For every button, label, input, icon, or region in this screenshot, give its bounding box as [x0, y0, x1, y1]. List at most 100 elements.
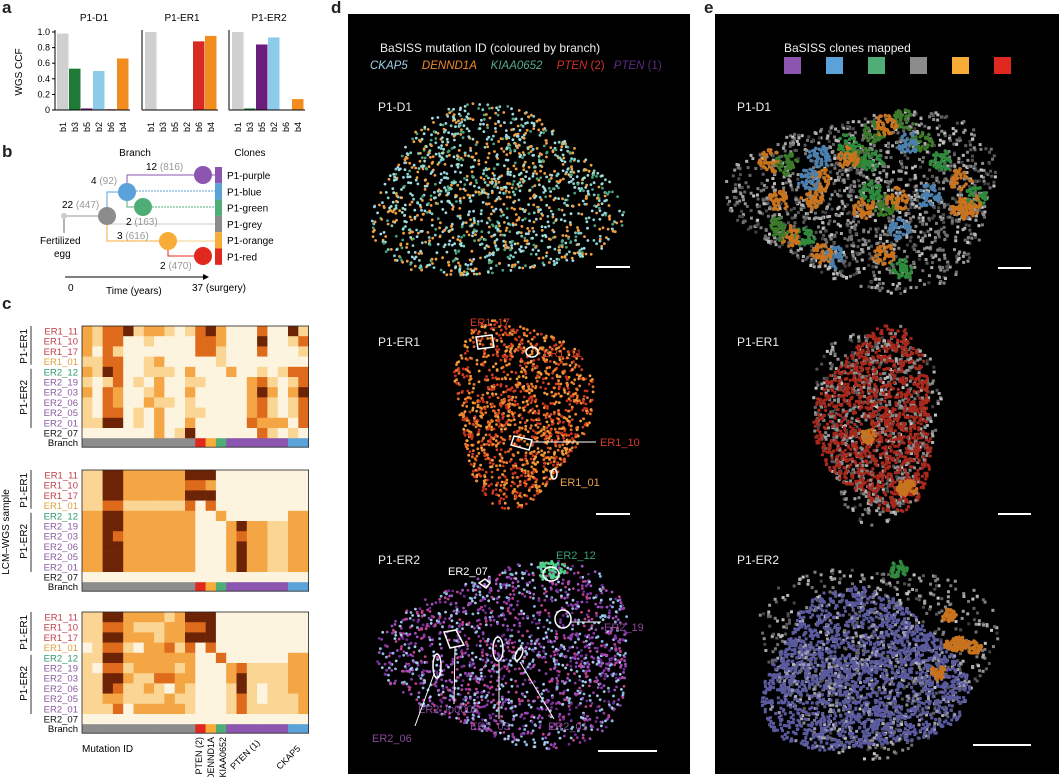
mutation-dot [485, 425, 489, 429]
heatmap-cell [246, 652, 258, 664]
mutation-dot [516, 599, 520, 603]
mutation-dot [525, 419, 529, 422]
mutation-dot [525, 494, 529, 498]
mutation-dot [448, 625, 451, 629]
heatmap-cell [123, 612, 134, 623]
heatmap-cell [164, 356, 175, 368]
mutation-dot [616, 660, 620, 664]
mutation-dot [557, 186, 560, 190]
mutation-dot [550, 420, 554, 423]
mutation-dot [566, 688, 570, 692]
mutation-dot [500, 667, 503, 670]
mutation-dot [509, 121, 513, 125]
heatmap-cell [257, 652, 268, 664]
mutation-dot [509, 254, 513, 257]
heatmap-cell [82, 632, 93, 643]
heatmap-cell [102, 561, 114, 573]
mutation-dot [417, 628, 421, 632]
mutation-dot [558, 244, 562, 248]
mutation-dot [522, 346, 526, 350]
mutation-dot [496, 722, 500, 726]
mutation-dot [511, 395, 515, 399]
mutation-dot [519, 390, 523, 393]
mutation-dot [550, 438, 554, 442]
mutation-dot [528, 451, 532, 455]
mutation-dot [508, 460, 512, 463]
mutation-dot [471, 588, 475, 591]
heatmap-cell [112, 346, 124, 357]
mutation-dot [573, 692, 577, 695]
mutation-dot [470, 597, 474, 601]
mutation-dot [562, 140, 566, 144]
mutation-dot [445, 154, 449, 158]
mutation-dot [521, 375, 525, 378]
mutation-dot [524, 649, 527, 653]
branch-cell-red [195, 724, 206, 734]
mutation-dot [440, 712, 444, 716]
mutation-dot [477, 186, 481, 190]
heatmap-cell [257, 683, 268, 694]
mutation-dot [536, 695, 540, 699]
mutation-dot [452, 107, 455, 111]
mutation-dot [595, 242, 598, 246]
mutation-dot [575, 388, 579, 392]
heatmap-cell [185, 703, 196, 715]
mutation-dot [567, 350, 571, 354]
heatmap-cell [277, 703, 289, 715]
mutation-dot [472, 662, 475, 666]
mutation-dot [514, 705, 517, 708]
mutation-dot [554, 442, 557, 445]
mutation-dot [405, 617, 408, 621]
mutation-dot [451, 671, 454, 674]
mutation-dot [552, 650, 556, 654]
mutation-dot [517, 375, 521, 379]
heatmap-cell [112, 377, 124, 388]
legend-kiaa0652: KIAA0652 [491, 60, 543, 72]
mutation-dot [477, 107, 480, 110]
mutation-dot [483, 407, 487, 411]
mutation-dot [524, 372, 528, 376]
mutation-dot [595, 611, 598, 615]
legend-pten1: PTEN [614, 60, 645, 72]
mutation-dot [434, 182, 437, 186]
mutation-dot [590, 636, 594, 639]
branch-cell-purple [277, 724, 289, 734]
mutation-dot [562, 715, 566, 719]
heatmap-cell [298, 551, 309, 563]
heatmap-cell [205, 480, 217, 491]
mutation-dot [578, 384, 582, 388]
heatmap-cell [185, 652, 196, 664]
mutation-dot [578, 691, 582, 695]
heatmap-cell [236, 387, 248, 398]
mutation-dot [493, 405, 496, 408]
mutation-dot [538, 183, 541, 187]
mutation-dot [500, 187, 504, 191]
heatmap-cell [277, 470, 289, 481]
heatmap-cell [298, 397, 309, 408]
mutation-dot [432, 121, 435, 124]
mutation-dot [503, 483, 506, 487]
mutation-dot [456, 165, 460, 169]
heatmap-cell [226, 541, 237, 552]
branch-cell-purple [257, 582, 268, 592]
mutation-dot [371, 226, 375, 230]
mutation-dot [381, 652, 385, 656]
mutation-dot [558, 156, 562, 160]
heatmap-cell [82, 417, 93, 429]
mutation-dot [501, 697, 504, 701]
mutation-dot [474, 655, 478, 659]
mutation-dot [513, 242, 517, 246]
mutation-dot [408, 686, 412, 689]
mutation-dot [602, 684, 606, 688]
mutation-dot [466, 674, 469, 678]
mutation-dot [527, 165, 531, 169]
mutation-dot [520, 416, 524, 420]
mutation-dot [421, 194, 425, 198]
mutation-dot [542, 425, 546, 429]
mutation-dot [611, 674, 615, 678]
mutation-dot [464, 442, 467, 446]
mutation-dot [511, 476, 515, 479]
mutation-dot [575, 706, 578, 709]
mutation-dot [560, 208, 564, 212]
mutation-dot [424, 627, 428, 631]
